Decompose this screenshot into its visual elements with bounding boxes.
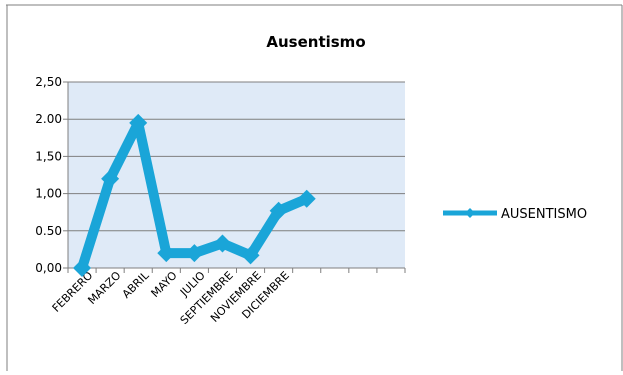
data-point bbox=[213, 234, 232, 253]
x-category-label: MAYO bbox=[149, 269, 180, 300]
y-tick-label: 1,50 bbox=[35, 149, 62, 163]
y-tick-label: 2,50 bbox=[35, 75, 62, 89]
x-category-label: FEBRERO bbox=[50, 269, 96, 315]
y-tick-label: 1,00 bbox=[35, 187, 62, 201]
data-point bbox=[185, 244, 204, 263]
data-point bbox=[129, 113, 148, 132]
y-tick-label: 2.00 bbox=[35, 112, 62, 126]
data-point bbox=[241, 246, 260, 265]
data-point bbox=[157, 244, 176, 263]
x-category-label: ABRIL bbox=[120, 268, 152, 300]
data-point bbox=[73, 259, 92, 277]
data-point bbox=[297, 189, 316, 208]
plot-area: 0,000.501,001,502.002,50FEBREROMARZOABRI… bbox=[35, 75, 406, 327]
y-tick-label: 0.50 bbox=[35, 224, 62, 238]
legend: AUSENTISMO bbox=[443, 207, 587, 222]
y-tick-label: 0,00 bbox=[35, 261, 62, 275]
data-point bbox=[269, 201, 288, 220]
legend-marker bbox=[465, 208, 475, 218]
data-point bbox=[101, 169, 120, 188]
chart-title: Ausentismo bbox=[266, 33, 365, 51]
plot-background bbox=[68, 82, 405, 268]
legend-label: AUSENTISMO bbox=[501, 207, 587, 222]
